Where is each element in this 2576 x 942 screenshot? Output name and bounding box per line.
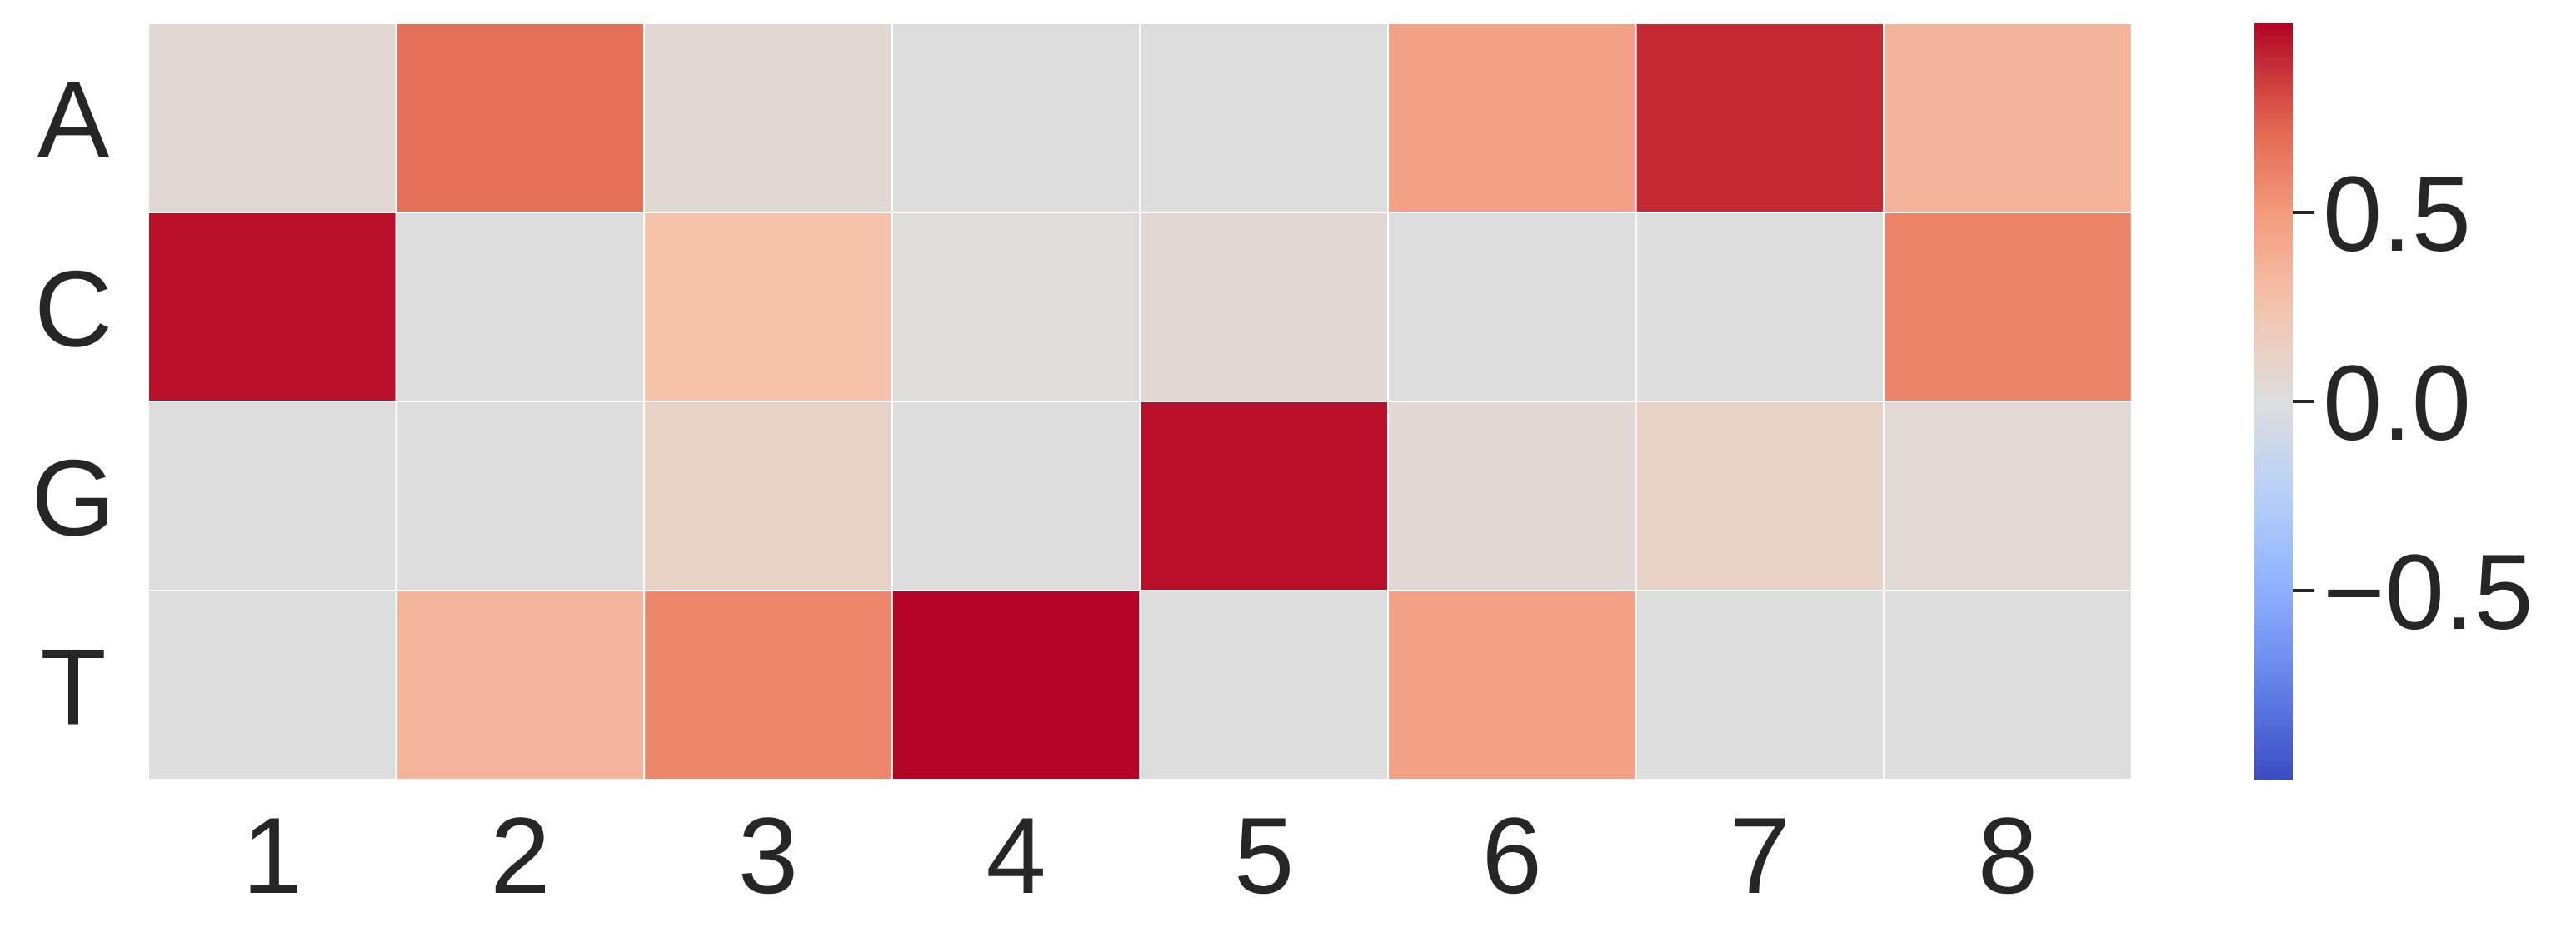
heatmap-cell-G-6 (1387, 401, 1637, 591)
column-label-4: 4 (986, 795, 1046, 916)
heatmap-cell-T-6 (1387, 590, 1637, 780)
heatmap-cell-G-7 (1635, 401, 1885, 591)
heatmap-cells (147, 22, 2133, 780)
colorbar-tick-label: −0.5 (2323, 533, 2534, 652)
heatmap-cell-C-7 (1635, 212, 1885, 402)
row-label-A: A (37, 59, 110, 181)
heatmap-cell-C-6 (1387, 212, 1637, 402)
heatmap-cell-C-1 (147, 212, 397, 402)
column-label-3: 3 (738, 795, 798, 916)
heatmap-cell-C-3 (643, 212, 893, 402)
heatmap-cell-C-2 (395, 212, 646, 402)
heatmap-cell-C-5 (1139, 212, 1390, 402)
heatmap-cell-T-7 (1635, 590, 1885, 780)
column-label-2: 2 (490, 795, 550, 916)
heatmap-cell-T-1 (147, 590, 397, 780)
column-label-6: 6 (1482, 795, 1542, 916)
heatmap-cell-T-8 (1883, 590, 2133, 780)
heatmap-cell-C-8 (1883, 212, 2133, 402)
row-label-G: G (31, 437, 115, 559)
heatmap-cell-T-5 (1139, 590, 1390, 780)
colorbar-ticks: 0.5 0.0 −0.5 (2293, 155, 2534, 652)
row-label-T: T (40, 626, 106, 748)
heatmap-cell-A-1 (147, 22, 397, 213)
column-label-8: 8 (1978, 795, 2038, 916)
heatmap-cell-A-3 (643, 22, 893, 213)
heatmap-cell-T-2 (395, 590, 646, 780)
heatmap-cell-G-1 (147, 401, 397, 591)
colorbar (2254, 23, 2293, 780)
heatmap-cell-A-6 (1387, 22, 1637, 213)
column-labels: 1 2 3 4 5 6 7 8 (242, 795, 2039, 916)
colorbar-tick-label: 0.0 (2323, 344, 2471, 463)
heatmap-cell-A-5 (1139, 22, 1390, 213)
row-label-C: C (34, 248, 112, 370)
column-label-7: 7 (1730, 795, 1790, 916)
heatmap-cell-G-8 (1883, 401, 2133, 591)
column-label-1: 1 (242, 795, 302, 916)
heatmap-cell-A-7 (1635, 22, 1885, 213)
heatmap-cell-A-2 (395, 22, 646, 213)
heatmap-cell-G-3 (643, 401, 893, 591)
colorbar-tick-label: 0.5 (2323, 155, 2471, 274)
heatmap-cell-T-4 (891, 590, 1141, 780)
heatmap-cell-T-3 (643, 590, 893, 780)
heatmap-cell-C-4 (891, 212, 1141, 402)
column-label-5: 5 (1234, 795, 1294, 916)
heatmap-cell-G-5 (1139, 401, 1390, 591)
heatmap-cell-G-2 (395, 401, 646, 591)
heatmap-cell-G-4 (891, 401, 1141, 591)
heatmap-cell-A-4 (891, 22, 1141, 213)
heatmap-cell-A-8 (1883, 22, 2133, 213)
